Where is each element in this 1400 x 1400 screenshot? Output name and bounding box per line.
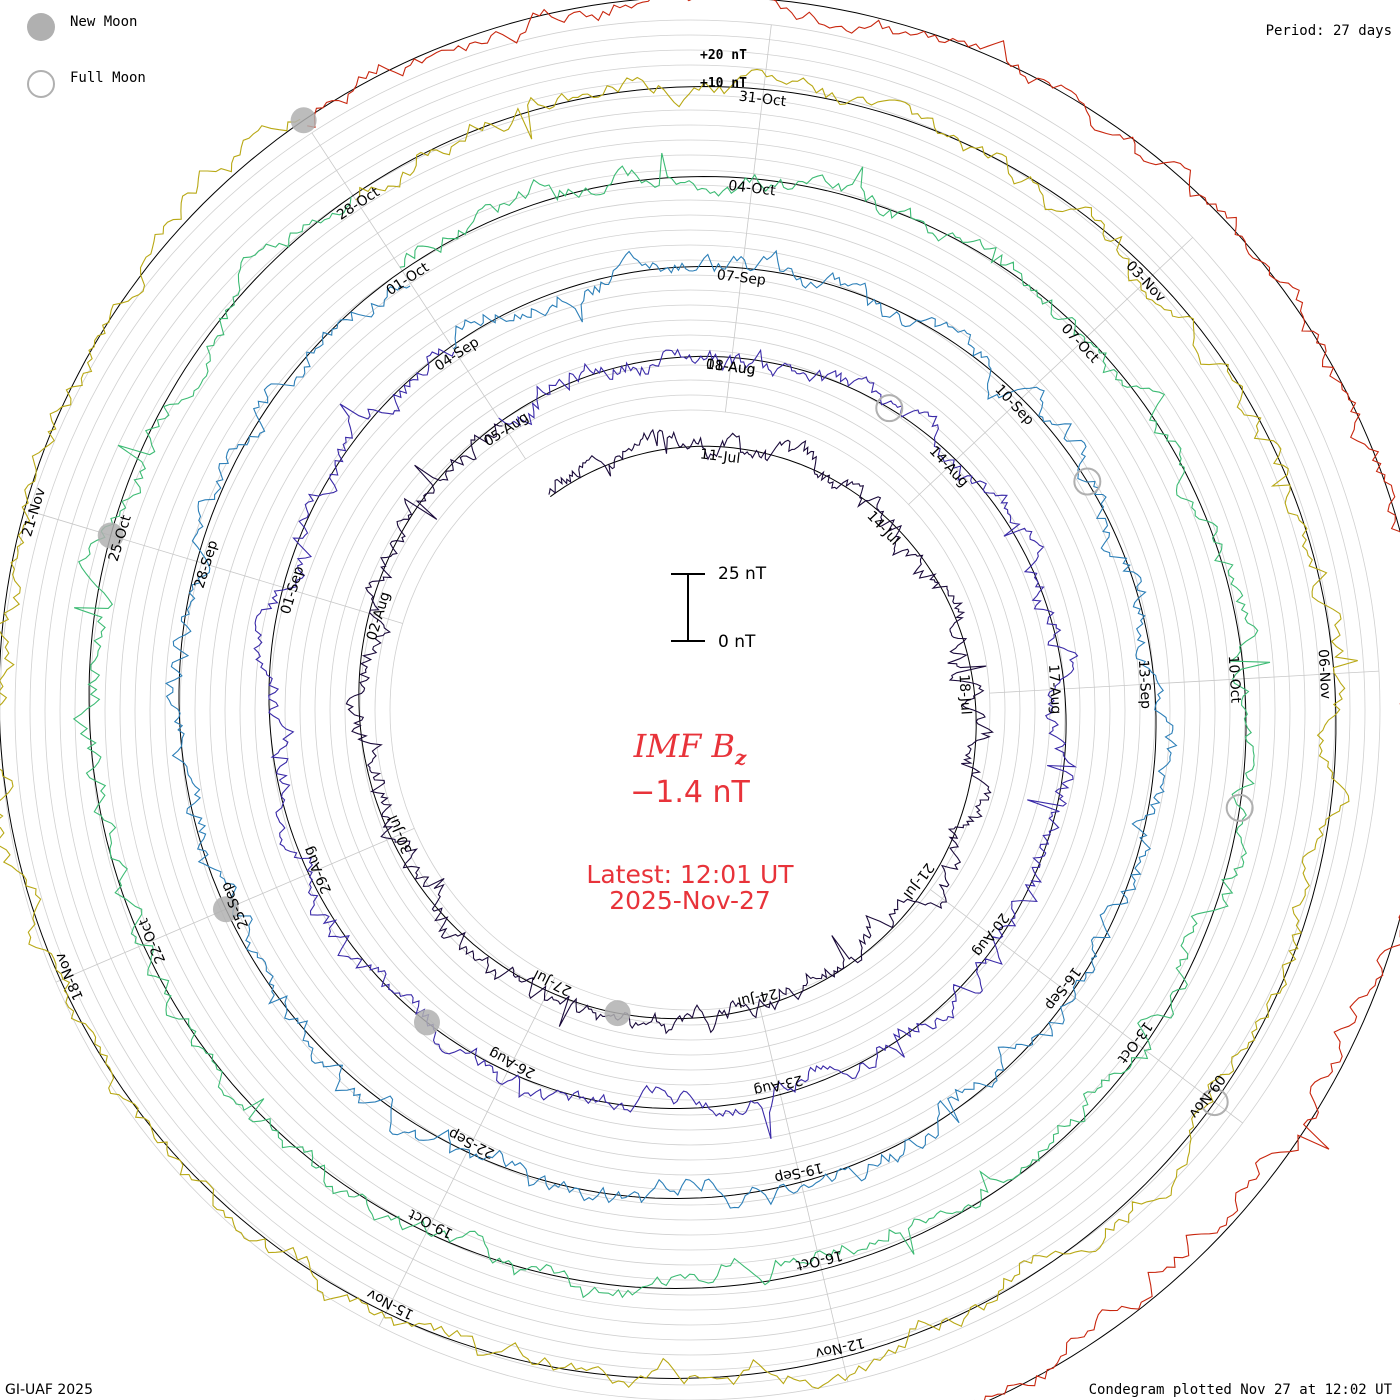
day-spoke [758,1001,849,1382]
date-label: 10-Oct [1225,655,1244,704]
bz-trace-ring-1 [345,423,994,1035]
date-label: 23-Aug [752,1071,804,1098]
day-spoke [311,132,526,460]
moon-markers [97,107,1254,1117]
footer-credit: GI-UAF 2025 [5,1382,93,1398]
date-label: 19-Sep [773,1159,825,1186]
grid-ring [374,394,1006,1026]
day-spoke [29,510,403,624]
bar-top-label: 25 nT [718,564,767,584]
new-moon-marker [212,896,239,923]
new-moon-marker [604,1000,631,1027]
date-labels: 11-Jul14-Jul18-Jul21-Jul24-Jul27-Jul30-J… [19,89,1333,1362]
day-spoke [930,889,1243,1124]
date-label: 07-Oct [1058,321,1103,367]
date-label: 31-Oct [738,89,788,111]
current-value: −1.4 nT [630,775,750,810]
date-label: 21-Jul [900,860,937,902]
period-label: Period: 27 days [1265,23,1392,39]
date-label: 11-Jul [699,446,741,467]
grid-ring [164,184,1216,1236]
full-moon-marker [1200,1088,1229,1117]
grid-ring [359,379,1021,1041]
scale-lower-label: +10 nT [700,76,747,91]
new-moon-marker [97,522,124,549]
grid-ring [209,229,1171,1191]
grid-rings [0,19,1381,1400]
full-moon-legend-label: Full Moon [70,70,146,86]
bz-trace-ring-6 [307,0,1400,1400]
grid-ring [0,19,1381,1400]
date-label: 11-Aug [705,357,756,379]
date-label: 18-Nov [52,950,86,1002]
quantity-title: IMF Bz [560,727,820,769]
bz-trace-ring-4 [72,152,1271,1299]
full-moon-marker [875,394,904,423]
grid-ring [149,169,1231,1251]
date-label: 22-Oct [136,915,170,965]
grid-ring [134,154,1246,1266]
date-label: 17-Aug [1045,664,1064,715]
bz-trace-ring-5 [0,68,1358,1390]
new-moon-marker [290,107,317,134]
bar-bottom-label: 0 nT [718,632,756,652]
grid-ring [119,139,1261,1281]
date-label: 07-Sep [716,267,767,289]
bz-trace-ring-3 [164,249,1178,1209]
date-label: 29-Aug [301,844,335,896]
date-label: 26-Aug [486,1044,538,1081]
latest-date: 2025-Nov-27 [609,886,771,915]
grid-ring [314,334,1066,1086]
grid-ring [224,244,1156,1176]
quantity-subscript: z [734,745,747,770]
grid-ring [44,64,1336,1356]
date-label: 14-Aug [926,443,972,490]
new-moon-marker [413,1009,440,1036]
latest-time: Latest: 12:01 UT [586,860,794,889]
date-label: 03-Nov [1122,258,1168,306]
scale-upper-label: +20 nT [700,48,747,63]
date-label: 04-Oct [727,178,777,200]
grid-ring [194,214,1186,1206]
grid-ring [284,304,1096,1116]
date-label: 12-Nov [814,1334,867,1361]
full-moon-legend-icon [27,70,55,98]
new-moon-legend-icon [27,13,55,41]
bz-trace-ring-2 [253,348,1079,1140]
date-label: 06-Nov [1315,649,1334,700]
grid-ring [74,94,1306,1326]
grid-ring [179,199,1201,1221]
quantity-name: IMF B [633,727,735,765]
date-label: 08-Aug [705,357,756,379]
date-label: 22-Sep [446,1125,497,1162]
footer-plot-time: Condegram plotted Nov 27 at 12:02 UT [1088,1382,1392,1398]
grid-ring [14,34,1366,1386]
grid-ring [254,274,1126,1146]
date-label: 18-Jul [955,674,973,715]
grid-ring [389,409,991,1011]
grid-ring [104,124,1276,1296]
full-moon-marker [1225,793,1254,822]
full-moon-marker [1073,467,1102,496]
grid-ring [29,49,1351,1371]
grid-ring [269,289,1111,1131]
grid-ring [344,364,1036,1056]
grid-ring [89,109,1291,1311]
new-moon-legend-label: New Moon [70,14,138,30]
grid-ring [239,259,1141,1161]
grid-ring [59,79,1321,1341]
grid-ring [299,319,1081,1101]
date-label: 13-Sep [1135,659,1154,709]
grid-ring [329,349,1051,1071]
